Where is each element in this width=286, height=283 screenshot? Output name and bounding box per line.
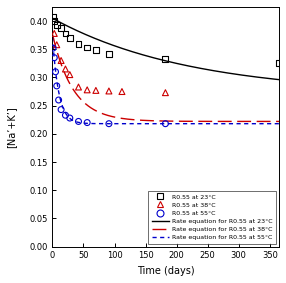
Point — [52, 55, 57, 60]
Point — [63, 67, 68, 71]
Point — [85, 120, 90, 125]
Point — [107, 52, 111, 56]
Point — [277, 61, 281, 66]
Point — [63, 31, 68, 36]
Point — [67, 36, 72, 40]
Point — [51, 14, 55, 19]
Point — [76, 41, 81, 46]
Point — [59, 58, 63, 63]
Legend: R0.55 at 23°C, R0.55 at 38°C, R0.55 at 55°C, Rate equation for R0.55 at 23°C, Ra: R0.55 at 23°C, R0.55 at 38°C, R0.55 at 5… — [148, 191, 276, 243]
Point — [163, 121, 168, 126]
Point — [120, 89, 124, 94]
Point — [52, 31, 57, 36]
Point — [67, 116, 72, 120]
Point — [85, 45, 90, 50]
Point — [51, 46, 55, 50]
Point — [52, 19, 57, 23]
Point — [54, 42, 59, 47]
Point — [76, 85, 81, 89]
Point — [94, 88, 98, 93]
Y-axis label: [Na’+K’]: [Na’+K’] — [6, 106, 16, 148]
Point — [107, 121, 111, 126]
Point — [85, 87, 90, 92]
Point — [59, 107, 63, 112]
Point — [53, 70, 58, 74]
Point — [163, 57, 168, 61]
Point — [54, 84, 59, 88]
Point — [59, 25, 63, 30]
Point — [163, 90, 168, 95]
Point — [63, 113, 68, 117]
Point — [107, 89, 111, 93]
Point — [54, 23, 59, 27]
Point — [76, 119, 81, 124]
Point — [67, 72, 72, 77]
X-axis label: Time (days): Time (days) — [137, 266, 194, 276]
Point — [56, 98, 61, 102]
Point — [94, 48, 98, 53]
